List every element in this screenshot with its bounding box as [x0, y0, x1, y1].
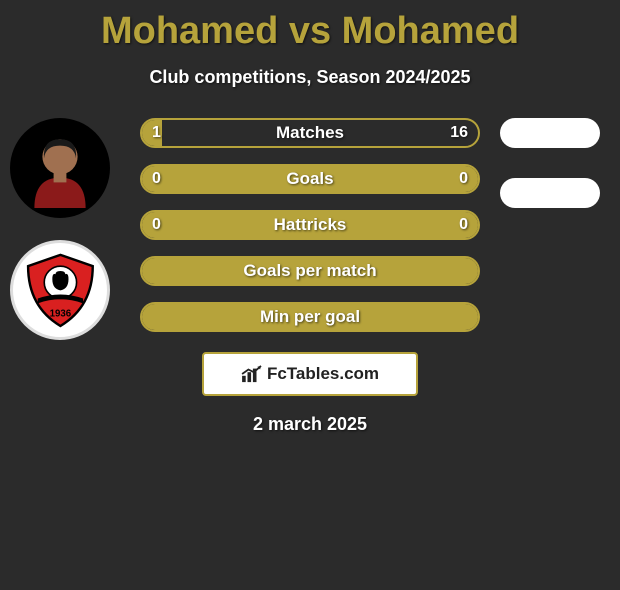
page-title: Mohamed vs Mohamed: [0, 10, 620, 53]
person-icon: [20, 128, 100, 208]
stat-bar: 1Matches16: [140, 118, 480, 148]
comparison-content: 1936 1Matches16 0Goals0 0Hattricks0 Goals p…: [0, 118, 620, 332]
chart-icon: [241, 365, 263, 383]
stat-bars: 1Matches16 0Goals0 0Hattricks0 Goals per ma…: [140, 118, 480, 332]
bar-label: Matches: [142, 120, 478, 146]
club-badge: 1936: [10, 240, 110, 340]
player-avatar: [10, 118, 110, 218]
brand-text: FcTables.com: [267, 364, 379, 384]
right-avatars: [500, 118, 600, 208]
bar-fill-left: [142, 120, 162, 146]
bar-fill-left: [142, 212, 478, 238]
page-subtitle: Club competitions, Season 2024/2025: [0, 67, 620, 88]
svg-text:1936: 1936: [49, 308, 71, 319]
brand-box[interactable]: FcTables.com: [202, 352, 418, 396]
stat-bar: Min per goal: [140, 302, 480, 332]
opponent-avatar-1: [500, 118, 600, 148]
opponent-avatar-2: [500, 178, 600, 208]
bar-fill-left: [142, 304, 478, 330]
date-text: 2 march 2025: [0, 414, 620, 435]
bar-value-right: 16: [450, 120, 468, 146]
shield-icon: 1936: [20, 250, 101, 331]
stat-bar: 0Goals0: [140, 164, 480, 194]
stat-bar: Goals per match: [140, 256, 480, 286]
left-avatars: 1936: [10, 118, 110, 340]
bar-fill-left: [142, 258, 478, 284]
stat-bar: 0Hattricks0: [140, 210, 480, 240]
bar-fill-left: [142, 166, 478, 192]
